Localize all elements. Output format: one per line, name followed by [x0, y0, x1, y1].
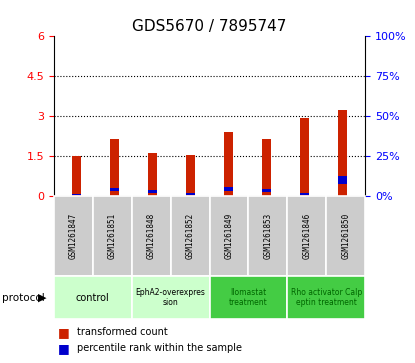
- Bar: [224, 132, 233, 196]
- Text: GSM1261849: GSM1261849: [225, 213, 234, 259]
- Text: ■: ■: [58, 326, 70, 339]
- Text: GSM1261851: GSM1261851: [108, 213, 117, 259]
- Bar: [132, 276, 210, 319]
- Bar: [54, 276, 132, 319]
- Text: GSM1261852: GSM1261852: [186, 213, 195, 259]
- Bar: [249, 196, 288, 276]
- Bar: [72, 156, 81, 196]
- Bar: [186, 155, 195, 196]
- Bar: [72, 193, 81, 195]
- Bar: [287, 276, 365, 319]
- Bar: [210, 196, 249, 276]
- Text: Ilomastat
treatment: Ilomastat treatment: [229, 288, 268, 307]
- Bar: [93, 196, 132, 276]
- Text: GSM1261848: GSM1261848: [147, 213, 156, 259]
- Bar: [262, 139, 271, 196]
- Bar: [110, 139, 120, 196]
- Text: transformed count: transformed count: [77, 327, 168, 337]
- Bar: [54, 196, 93, 276]
- Bar: [210, 276, 287, 319]
- Text: ▶: ▶: [38, 293, 46, 303]
- Text: GSM1261850: GSM1261850: [341, 213, 350, 259]
- Bar: [148, 190, 157, 193]
- Text: percentile rank within the sample: percentile rank within the sample: [77, 343, 242, 354]
- Bar: [171, 196, 210, 276]
- Bar: [287, 196, 326, 276]
- Text: control: control: [76, 293, 110, 303]
- Bar: [300, 118, 309, 196]
- Text: ■: ■: [58, 342, 70, 355]
- Title: GDS5670 / 7895747: GDS5670 / 7895747: [132, 19, 287, 34]
- Bar: [186, 193, 195, 195]
- Bar: [224, 187, 233, 191]
- Text: Rho activator Calp
eptin treatment: Rho activator Calp eptin treatment: [290, 288, 362, 307]
- Bar: [338, 110, 347, 196]
- Text: protocol: protocol: [2, 293, 45, 303]
- Bar: [110, 188, 120, 192]
- Bar: [132, 196, 171, 276]
- Text: EphA2-overexpres
sion: EphA2-overexpres sion: [136, 288, 205, 307]
- Bar: [262, 188, 271, 192]
- Text: GSM1261847: GSM1261847: [69, 213, 78, 259]
- Text: GSM1261853: GSM1261853: [264, 213, 272, 259]
- Bar: [338, 176, 347, 184]
- Bar: [326, 196, 365, 276]
- Bar: [148, 153, 157, 196]
- Bar: [300, 193, 309, 195]
- Text: GSM1261846: GSM1261846: [303, 213, 311, 259]
